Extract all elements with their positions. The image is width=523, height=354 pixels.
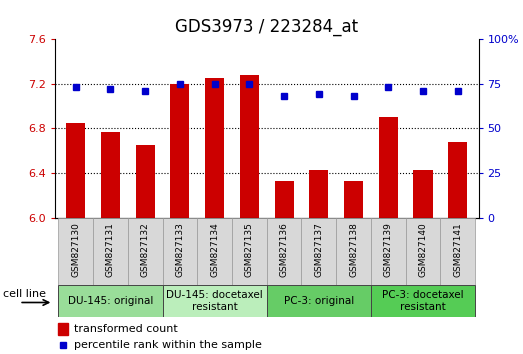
Text: cell line: cell line [3,289,46,299]
Bar [93,218,128,285]
Text: GSM827139: GSM827139 [384,222,393,277]
Bar [371,285,475,317]
Bar [414,170,433,218]
Bar [197,218,232,285]
Text: PC-3: docetaxel
resistant: PC-3: docetaxel resistant [382,290,464,312]
Bar [240,75,259,218]
Text: GSM827138: GSM827138 [349,222,358,277]
Bar [406,218,440,285]
Bar [128,218,163,285]
Text: GSM827140: GSM827140 [418,222,427,277]
Bar [275,181,293,218]
Bar [301,218,336,285]
Bar [205,78,224,218]
Bar [371,218,406,285]
Title: GDS3973 / 223284_at: GDS3973 / 223284_at [175,18,358,36]
Bar [309,170,328,218]
Text: DU-145: original: DU-145: original [68,296,153,306]
Bar [267,218,301,285]
Text: GSM827136: GSM827136 [280,222,289,277]
Bar [101,132,120,218]
Bar [66,123,85,218]
Bar [59,218,93,285]
Text: GSM827141: GSM827141 [453,222,462,277]
Bar [448,142,467,218]
Bar [163,218,197,285]
Bar [135,145,155,218]
Text: GSM827137: GSM827137 [314,222,323,277]
Bar [379,117,398,218]
Bar [170,84,189,218]
Text: GSM827133: GSM827133 [175,222,185,277]
Text: GSM827134: GSM827134 [210,222,219,277]
Text: DU-145: docetaxel
resistant: DU-145: docetaxel resistant [166,290,263,312]
Text: GSM827131: GSM827131 [106,222,115,277]
Bar [344,181,363,218]
Text: PC-3: original: PC-3: original [283,296,354,306]
Text: GSM827130: GSM827130 [71,222,80,277]
Bar [440,218,475,285]
Bar [163,285,267,317]
Bar [336,218,371,285]
Text: GSM827132: GSM827132 [141,222,150,277]
Bar [267,285,371,317]
Text: transformed count: transformed count [74,324,178,334]
Bar [232,218,267,285]
Bar [59,285,163,317]
Text: GSM827135: GSM827135 [245,222,254,277]
Text: percentile rank within the sample: percentile rank within the sample [74,340,262,350]
Bar [58,323,67,335]
